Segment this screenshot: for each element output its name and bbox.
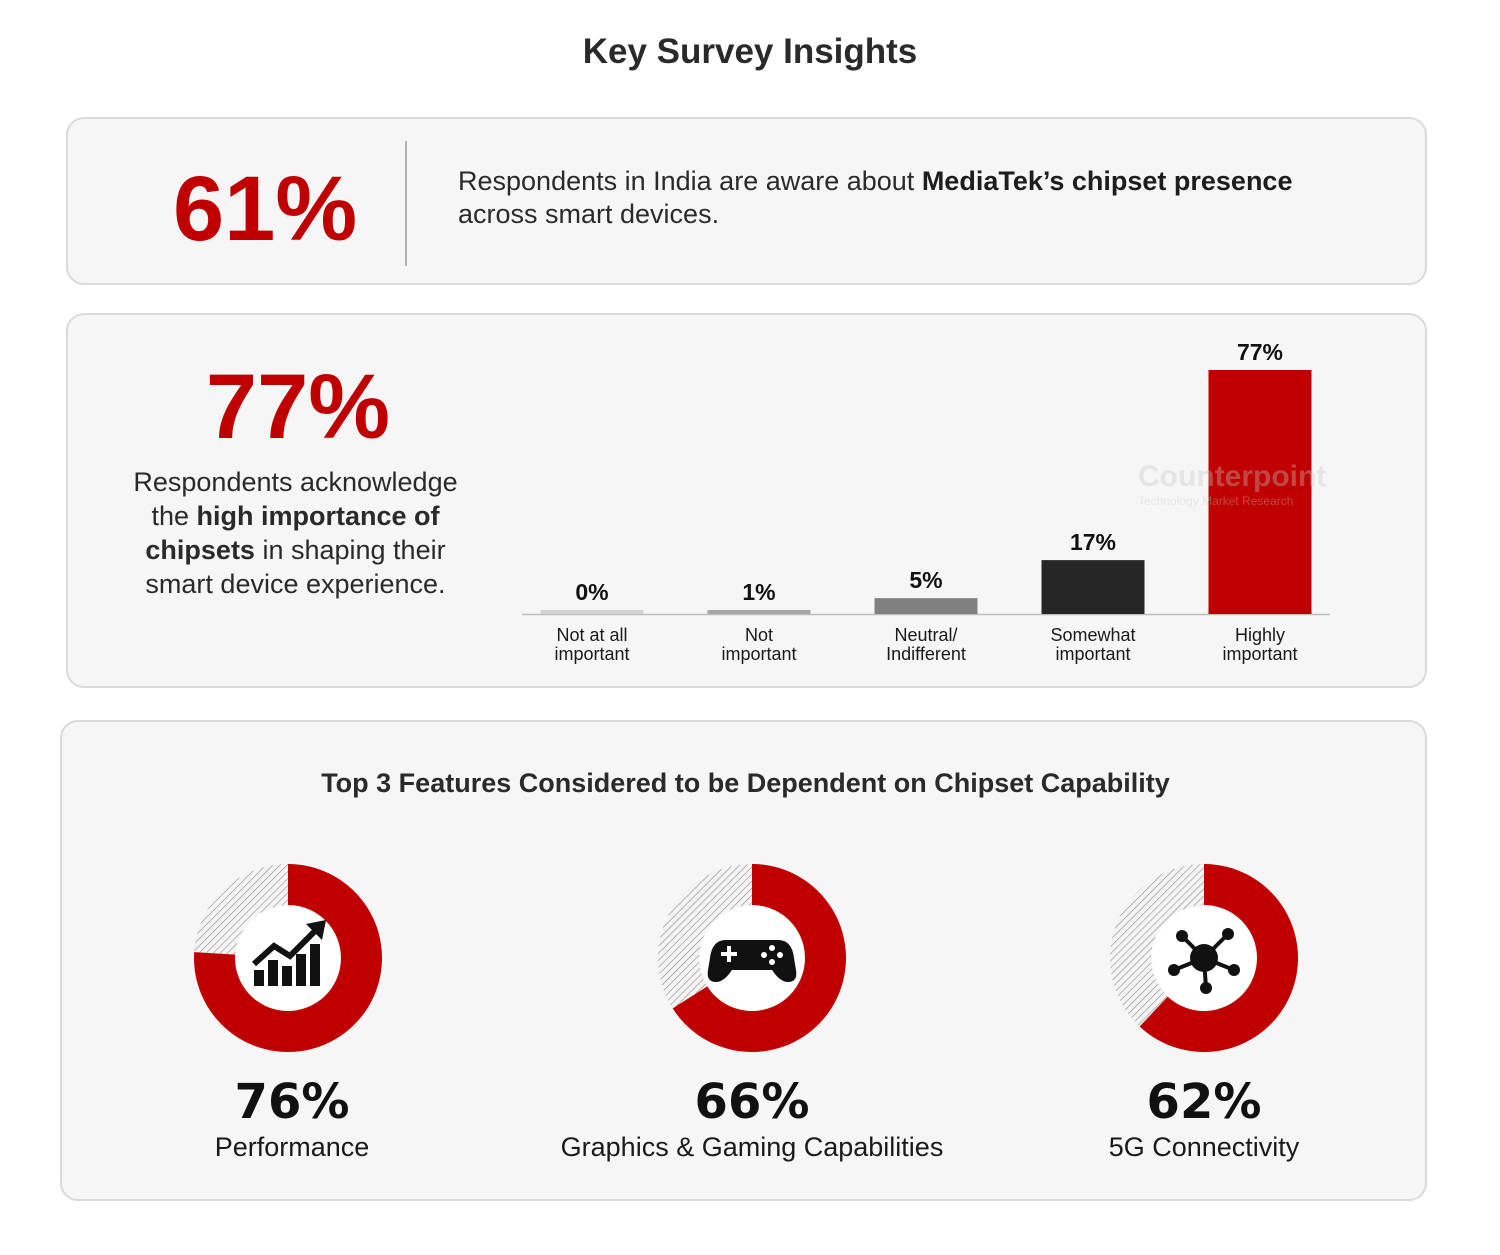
awareness-text-bold: MediaTek’s chipset presence — [921, 166, 1293, 196]
features-title: Top 3 Features Considered to be Dependen… — [321, 768, 1170, 798]
awareness-text-end: across smart devices. — [458, 199, 720, 229]
feature-value-performance: 76% — [234, 1074, 350, 1130]
features-card: Top 3 Features Considered to be Dependen… — [60, 720, 1427, 1201]
donut-remainder-2 — [1109, 864, 1204, 1027]
donut-slice-0 — [194, 864, 382, 1052]
feature-value-graphics: 66% — [694, 1074, 810, 1130]
bar-4 — [1208, 370, 1312, 614]
bar-category-label-0-0: Not at all — [556, 625, 627, 645]
bar-category-label-1-1: important — [721, 644, 796, 664]
bar-category-label-0-1: important — [554, 644, 629, 664]
donut-remainder-1 — [658, 864, 752, 1009]
bar-data-label-4: 77% — [1237, 339, 1283, 365]
watermark-logo: Counterpoint Technology Market Research — [1138, 460, 1326, 508]
importance-text-end: in shaping their smart device experience… — [145, 535, 446, 599]
donut-slice-2 — [1139, 864, 1298, 1052]
page-title: Key Survey Insights — [582, 32, 918, 71]
donut-slice-1 — [672, 864, 846, 1052]
awareness-description: Respondents in India are aware about Med… — [458, 165, 1378, 231]
bar-2 — [874, 598, 978, 614]
importance-card: 77% Respondents acknowledge the high imp… — [66, 313, 1427, 688]
bar-3 — [1041, 560, 1145, 614]
awareness-percentage: 61% — [173, 158, 358, 260]
features-donut-charts — [194, 864, 1298, 1052]
gamepad-icon — [707, 940, 797, 982]
importance-text-bold: high importance of chipsets — [145, 501, 440, 565]
growth-chart-icon — [251, 920, 326, 986]
bar-data-label-0: 0% — [575, 579, 608, 605]
bar-category-label-1-0: Not — [745, 625, 773, 645]
divider — [405, 141, 407, 266]
bar-1 — [707, 610, 811, 614]
bar-0 — [540, 610, 644, 614]
importance-bar-chart: 0%Not at allimportant1%Notimportant5%Neu… — [522, 339, 1330, 664]
bar-data-label-1: 1% — [742, 579, 775, 605]
bar-category-label-2-1: Indifferent — [886, 644, 966, 664]
awareness-card: 61% Respondents in India are aware about… — [66, 117, 1427, 285]
bar-category-label-4-1: important — [1222, 644, 1297, 664]
importance-percentage: 77% — [205, 356, 391, 458]
importance-text-start: Respondents acknowledge the — [133, 467, 458, 531]
bar-category-label-3-1: important — [1055, 644, 1130, 664]
watermark-subtext: Technology Market Research — [1138, 494, 1294, 508]
feature-label-5g: 5G Connectivity — [1108, 1132, 1300, 1162]
watermark-text: Counterpoint — [1138, 460, 1327, 493]
feature-label-graphics: Graphics & Gaming Capabilities — [560, 1132, 944, 1162]
importance-description: Respondents acknowledge the high importa… — [128, 465, 463, 601]
bar-category-label-4-0: Highly — [1235, 625, 1285, 645]
network-hub-icon — [1168, 928, 1240, 994]
bar-data-label-2: 5% — [909, 567, 942, 593]
bar-category-label-2-0: Neutral/ — [894, 625, 957, 645]
bar-category-label-3-0: Somewhat — [1050, 625, 1135, 645]
awareness-text-start: Respondents in India are aware about — [458, 166, 922, 196]
feature-label-performance: Performance — [214, 1132, 370, 1162]
bar-data-label-3: 17% — [1070, 529, 1116, 555]
donut-remainder-0 — [194, 864, 288, 955]
feature-value-5g: 62% — [1146, 1074, 1262, 1130]
